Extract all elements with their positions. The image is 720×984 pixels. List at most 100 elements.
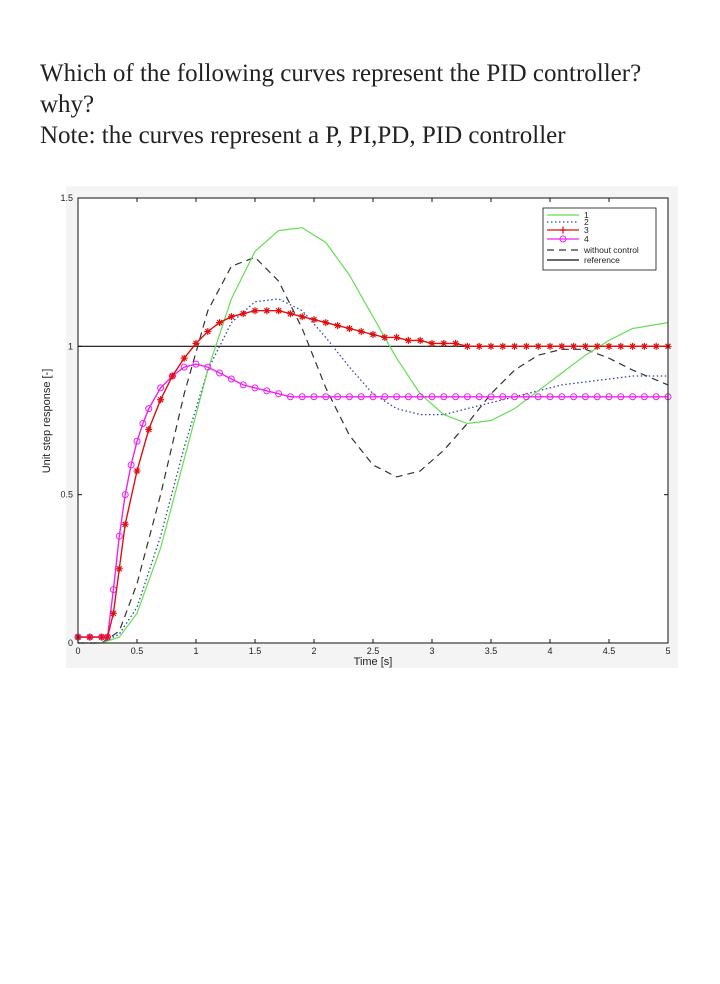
series-line-2 (78, 298, 668, 644)
data-point (570, 342, 578, 350)
data-point (251, 384, 259, 392)
series-line-4 (78, 363, 668, 638)
data-point (104, 633, 111, 641)
data-point (570, 393, 578, 401)
question-line-1: Which of the following curves represent … (40, 60, 642, 87)
data-point (322, 393, 330, 401)
data-point (452, 339, 460, 347)
data-point (251, 307, 259, 315)
data-point (275, 390, 283, 398)
legend-label-3: 3 (584, 225, 589, 235)
x-tick-label: 1.5 (249, 646, 262, 656)
data-point (463, 342, 471, 350)
data-point (216, 369, 224, 377)
data-point (180, 354, 188, 362)
data-point (263, 387, 271, 395)
plot-frame (77, 197, 669, 644)
data-point (227, 313, 235, 321)
data-point (440, 393, 448, 401)
ticks: 0 0.5 1 1.5 2 2.5 3 3.5 4 4.5 5 0 0.5 1 1.5 (60, 193, 670, 656)
data-point (381, 333, 389, 341)
x-axis-title: Time [s] (354, 656, 393, 668)
series-3 (74, 307, 672, 641)
legend-marker (559, 226, 567, 234)
data-point (310, 316, 318, 324)
data-point (522, 393, 530, 401)
legend-label-2: 2 (584, 217, 589, 227)
data-point (593, 393, 601, 401)
y-tick-label: 1 (68, 341, 73, 351)
data-point (263, 307, 271, 315)
data-point (310, 393, 318, 401)
question-line-2: why? (40, 91, 95, 118)
x-tick-label: 4.5 (603, 646, 616, 656)
data-point (393, 393, 401, 401)
legend-label-1: 1 (584, 210, 589, 220)
question-text: Which of the following curves represent … (40, 58, 710, 151)
data-point (652, 393, 660, 401)
data-point (463, 393, 471, 401)
data-point (133, 467, 141, 475)
data-point (617, 342, 625, 350)
data-point (581, 342, 589, 350)
data-point (499, 342, 507, 350)
x-tick-label: 4 (547, 646, 552, 656)
data-point (605, 342, 613, 350)
data-point (534, 342, 542, 350)
data-point (487, 393, 495, 401)
data-point (86, 633, 94, 641)
x-tick-label: 1 (193, 646, 198, 656)
y-tick-label: 1.5 (60, 193, 73, 203)
data-point (558, 393, 566, 401)
data-point (404, 393, 412, 401)
data-point (416, 336, 424, 344)
data-point (640, 342, 648, 350)
data-point (393, 333, 401, 341)
legend-label-without-control: without control (583, 245, 639, 255)
series-line-without-control (78, 256, 669, 644)
data-point (629, 393, 637, 401)
data-point (127, 461, 135, 469)
data-point (239, 310, 247, 318)
data-point (558, 342, 566, 350)
plot-area (78, 198, 668, 643)
data-point (369, 393, 377, 401)
data-point (121, 520, 129, 528)
data-point (511, 393, 519, 401)
series-layer (74, 227, 672, 644)
data-point (640, 393, 648, 401)
data-point (139, 419, 147, 427)
data-point (145, 405, 153, 413)
data-point (534, 393, 542, 401)
series-line-1 (78, 227, 669, 644)
x-tick-label: 3.5 (485, 646, 498, 656)
data-point (192, 360, 200, 368)
data-point (381, 393, 389, 401)
series-1 (78, 227, 669, 644)
data-point (298, 393, 306, 401)
data-point (334, 322, 342, 330)
data-point (511, 342, 519, 350)
x-tick-label: 0.5 (131, 646, 144, 656)
data-point (499, 393, 507, 401)
data-point (192, 339, 200, 347)
data-point (115, 532, 123, 540)
data-point (298, 313, 306, 321)
series-without-control (78, 256, 669, 644)
data-point (546, 342, 554, 350)
data-point (334, 393, 342, 401)
data-point (652, 342, 660, 350)
data-point (546, 393, 554, 401)
data-point (475, 393, 483, 401)
data-point (275, 307, 283, 315)
data-point (629, 342, 637, 350)
x-tick-label: 0 (75, 646, 80, 656)
data-point (227, 375, 235, 383)
data-point (239, 381, 247, 389)
data-point (286, 393, 294, 401)
x-tick-label: 2 (311, 646, 316, 656)
data-point (345, 393, 353, 401)
data-point (109, 609, 117, 617)
